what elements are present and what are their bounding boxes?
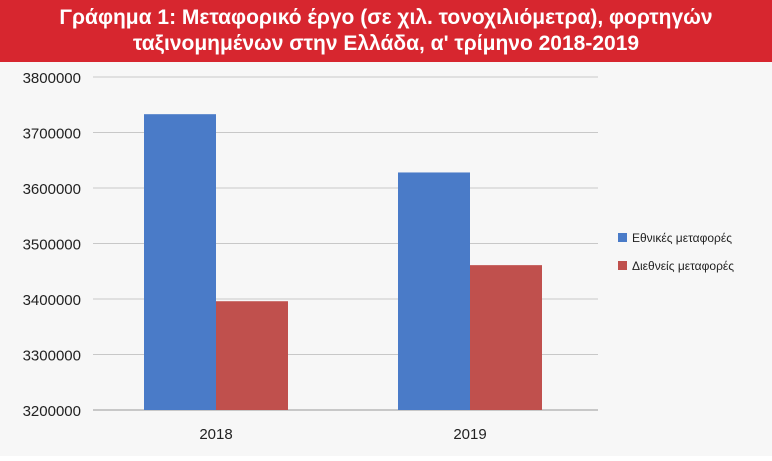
bar-2018-international [216, 301, 288, 410]
x-tick-label: 2018 [199, 426, 232, 443]
x-tick-label: 2019 [453, 426, 486, 443]
y-tick-label: 3600000 [23, 181, 81, 198]
bar-2018-national [144, 114, 216, 410]
y-tick-label: 3500000 [23, 237, 81, 254]
chart-title-banner: Γράφημα 1: Μεταφορικό έργο (σε χιλ. τονο… [0, 0, 772, 62]
bar-2019-national [398, 172, 470, 410]
legend: Εθνικές μεταφορές Διεθνείς μεταφορές [618, 231, 734, 273]
legend-swatch [618, 261, 627, 270]
chart-title-line-1: Γράφημα 1: Μεταφορικό έργο (σε χιλ. τονο… [59, 6, 713, 29]
x-axis-tick-labels: 2018 2019 [199, 426, 486, 443]
chart-area: 3200000 3300000 3400000 3500000 3600000 37000… [0, 62, 772, 456]
legend-label: Διεθνείς μεταφορές [632, 259, 734, 273]
y-axis-tick-labels: 3200000 3300000 3400000 3500000 3600000 37000… [23, 70, 81, 420]
y-tick-label: 3300000 [23, 348, 81, 365]
legend-label: Εθνικές μεταφορές [632, 231, 732, 245]
y-tick-label: 3200000 [23, 403, 81, 420]
y-tick-label: 3800000 [23, 70, 81, 87]
chart-title-line-2: ταξινομημένων στην Ελλάδα, α' τρίμηνο 20… [132, 32, 640, 55]
legend-swatch [618, 233, 627, 242]
y-tick-label: 3700000 [23, 126, 81, 143]
bar-chart: 3200000 3300000 3400000 3500000 3600000 37000… [23, 70, 735, 443]
y-tick-label: 3400000 [23, 292, 81, 309]
bar-2019-international [470, 265, 542, 410]
bars [144, 114, 542, 410]
